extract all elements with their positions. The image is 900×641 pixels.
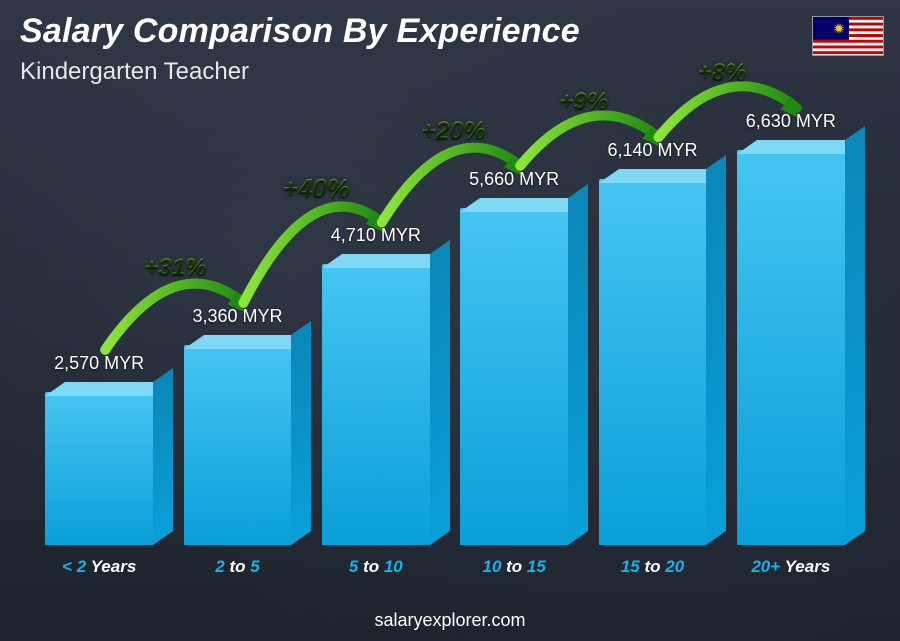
chart-subtitle: Kindergarten Teacher	[20, 58, 249, 86]
bar-slot: 5,660 MYR10 to 15	[445, 110, 583, 545]
category-label: 15 to 20	[583, 557, 721, 577]
category-label: 5 to 10	[307, 557, 445, 577]
bar-slot: 6,630 MYR20+ Years	[722, 110, 860, 545]
increase-pct-label: +9%	[559, 88, 608, 116]
bar-value-label: 6,140 MYR	[607, 140, 697, 161]
bar-value-label: 3,360 MYR	[192, 306, 282, 327]
category-label: 10 to 15	[445, 557, 583, 577]
increase-pct-label: +8%	[698, 59, 747, 87]
bar-slot: 2,570 MYR< 2 Years	[30, 110, 168, 545]
bar-slot: 6,140 MYR15 to 20	[583, 110, 721, 545]
bar-value-label: 2,570 MYR	[54, 353, 144, 374]
country-flag-malaysia	[812, 16, 884, 56]
bar	[322, 264, 430, 545]
increase-pct-label: +31%	[144, 254, 206, 282]
category-label: 2 to 5	[168, 557, 306, 577]
chart-title: Salary Comparison By Experience	[20, 12, 580, 51]
category-label: < 2 Years	[30, 557, 168, 577]
infographic-stage: Salary Comparison By Experience Kinderga…	[0, 0, 900, 641]
bar	[599, 179, 707, 545]
bar-value-label: 6,630 MYR	[746, 111, 836, 132]
bar	[737, 150, 845, 545]
bar-value-label: 5,660 MYR	[469, 169, 559, 190]
bar	[460, 208, 568, 545]
increase-pct-label: +40%	[283, 173, 350, 204]
increase-pct-label: +20%	[421, 117, 486, 146]
bars-container: 2,570 MYR< 2 Years3,360 MYR2 to 54,710 M…	[30, 110, 860, 545]
flag-svg	[813, 17, 884, 56]
bar	[184, 345, 292, 545]
footer-attribution: salaryexplorer.com	[0, 610, 900, 631]
category-label: 20+ Years	[722, 557, 860, 577]
bar-chart: 2,570 MYR< 2 Years3,360 MYR2 to 54,710 M…	[30, 110, 860, 581]
bar	[45, 392, 153, 545]
bar-value-label: 4,710 MYR	[331, 225, 421, 246]
